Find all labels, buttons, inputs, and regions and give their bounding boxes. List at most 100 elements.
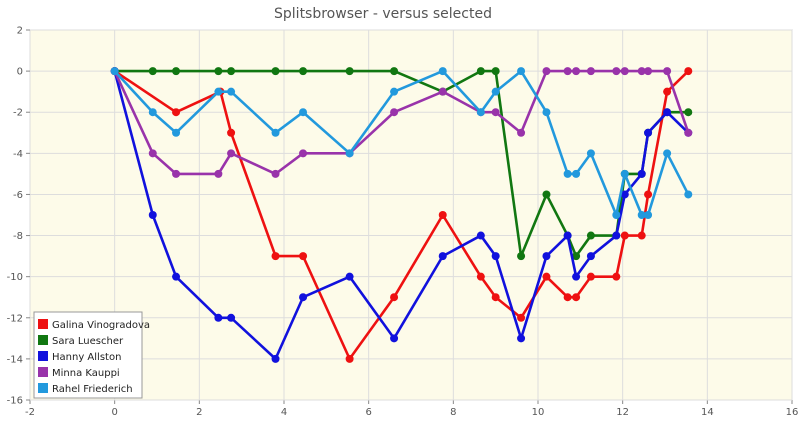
data-point: [299, 67, 308, 76]
data-point: [542, 108, 551, 117]
data-point: [644, 67, 653, 76]
data-point: [214, 313, 223, 322]
data-point: [572, 293, 581, 302]
data-point: [612, 272, 621, 281]
data-point: [491, 108, 500, 117]
data-point: [612, 67, 621, 76]
data-point: [586, 252, 595, 261]
data-point: [491, 293, 500, 302]
data-point: [684, 108, 693, 117]
data-point: [637, 211, 646, 219]
data-point: [271, 169, 280, 178]
data-point: [620, 169, 629, 178]
data-point: [148, 67, 157, 76]
data-point: [663, 149, 672, 158]
legend-label: Galina Vinogradova: [52, 320, 150, 331]
data-point: [517, 128, 526, 137]
x-tick-label: 10: [532, 407, 545, 418]
data-point: [271, 128, 280, 137]
data-point: [637, 169, 646, 178]
data-point: [620, 67, 629, 76]
data-point: [148, 211, 157, 219]
data-point: [563, 169, 572, 178]
data-point: [476, 231, 485, 240]
data-point: [299, 293, 308, 302]
data-point: [110, 67, 119, 76]
data-point: [148, 149, 157, 158]
data-point: [148, 108, 157, 117]
data-point: [172, 67, 181, 76]
data-point: [542, 272, 551, 281]
data-point: [476, 108, 485, 117]
x-tick-label: 0: [111, 407, 117, 418]
legend-swatch: [38, 319, 48, 329]
data-point: [517, 252, 526, 261]
data-point: [227, 87, 236, 96]
chart-title: Splitsbrowser - versus selected: [274, 6, 492, 22]
data-point: [620, 231, 629, 240]
data-point: [572, 272, 581, 281]
legend-label: Rahel Friederich: [52, 384, 133, 395]
data-point: [345, 149, 354, 158]
data-point: [572, 169, 581, 178]
data-point: [345, 67, 354, 76]
y-tick-label: 0: [17, 67, 23, 78]
data-point: [542, 67, 551, 76]
data-point: [214, 87, 223, 96]
data-point: [644, 128, 653, 137]
data-point: [438, 87, 447, 96]
series-line: [113, 69, 690, 361]
data-point: [227, 149, 236, 158]
y-tick-label: -8: [13, 231, 23, 242]
data-point: [542, 190, 551, 199]
x-tick-label: 4: [281, 407, 287, 418]
data-point: [438, 252, 447, 261]
data-point: [390, 293, 399, 302]
legend-box: [33, 311, 143, 399]
data-point: [172, 272, 181, 281]
data-point: [572, 67, 581, 76]
data-point: [214, 67, 223, 76]
legend-swatch: [38, 383, 48, 393]
data-point: [663, 67, 672, 76]
y-tick-label: -4: [13, 149, 23, 160]
data-point: [390, 108, 399, 117]
data-point: [684, 128, 693, 137]
data-point: [438, 67, 447, 76]
data-point: [476, 272, 485, 281]
x-tick-label: 2: [196, 407, 202, 418]
y-tick-label: -14: [7, 354, 23, 365]
data-point: [563, 231, 572, 240]
data-point: [227, 67, 236, 76]
legend-swatch: [38, 351, 48, 361]
data-point: [271, 252, 280, 261]
data-point: [644, 190, 653, 199]
data-point: [586, 272, 595, 281]
data-point: [563, 293, 572, 302]
data-point: [663, 87, 672, 96]
data-point: [563, 67, 572, 76]
legend-label: Sara Luescher: [52, 336, 124, 347]
data-point: [586, 67, 595, 76]
data-point: [299, 108, 308, 117]
y-tick-label: -6: [13, 190, 23, 201]
legend-label: Minna Kauppi: [52, 368, 120, 379]
data-point: [345, 354, 354, 363]
data-point: [227, 313, 236, 322]
x-tick-label: -2: [25, 407, 35, 418]
data-point: [299, 252, 308, 261]
data-point: [620, 190, 629, 199]
data-point: [299, 149, 308, 158]
y-tick-label: -16: [7, 396, 23, 407]
data-point: [491, 87, 500, 96]
x-tick-label: 8: [450, 407, 456, 418]
data-point: [476, 67, 485, 76]
data-point: [390, 67, 399, 76]
data-point: [517, 334, 526, 343]
x-tick-label: 6: [365, 407, 371, 418]
y-tick-label: -12: [7, 313, 23, 324]
data-point: [172, 169, 181, 178]
y-tick-label: -10: [7, 272, 23, 283]
